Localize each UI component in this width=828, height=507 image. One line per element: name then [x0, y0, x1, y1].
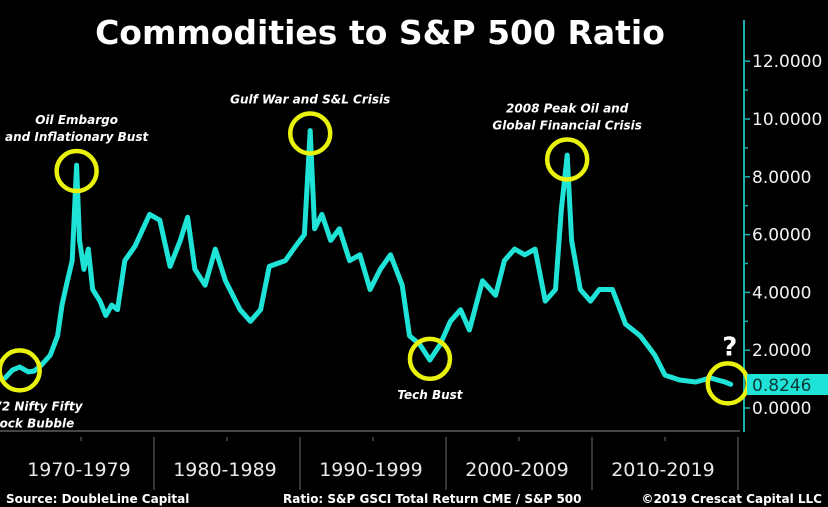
x-category-label: 2000-2009 [465, 459, 569, 481]
highlight-circle [287, 111, 333, 156]
annotation-label: 1972 Nifty Fifty [0, 399, 84, 413]
annotation-label: Stock Bubble [0, 416, 74, 430]
x-category-label: 1980-1989 [173, 459, 277, 481]
y-axis: 12.0000 10.0000 8.0000 6.0000 4.0000 2.0000 0.… [743, 20, 822, 432]
y-tick-label: 8.0000 [752, 168, 811, 188]
annotation-label: 2008 Peak Oil and [506, 101, 629, 115]
x-axis: 1970-1979 1980-1989 1990-1999 2000-2009 2010… [27, 437, 739, 490]
annotation: 2008 Peak Oil and Global Financial Crisis [492, 101, 642, 182]
highlight-circle [407, 336, 453, 382]
series-line [2, 128, 734, 387]
y-tick-label: 2.0000 [752, 341, 811, 361]
annotation-label: Oil Embargo [35, 113, 118, 127]
y-tick-label: 10.0000 [752, 110, 822, 130]
last-value-badge-bg [747, 374, 828, 395]
annotations: Oil Embargo and Inflationary Bust Gulf War… [0, 92, 751, 430]
highlight-circle [544, 137, 590, 182]
annotation: Oil Embargo and Inflationary Bust [5, 113, 149, 194]
ratio-line [2, 128, 734, 387]
annotation: Gulf War and S&L Crisis [230, 92, 390, 156]
y-tick-label: 6.0000 [752, 226, 811, 246]
x-category-label: 2010-2019 [611, 459, 715, 481]
last-value-label: 0.8246 [752, 376, 811, 396]
ratio-note: Ratio: S&P GSCI Total Return CME / S&P 5… [283, 492, 582, 506]
annotation-label: Global Financial Crisis [492, 118, 642, 132]
annotation: ? [705, 332, 751, 406]
x-category-label: 1990-1999 [319, 459, 423, 481]
question-mark-label: ? [722, 332, 737, 362]
copyright-note: ©2019 Crescat Capital LLC [641, 492, 822, 506]
annotation-label: and Inflationary Bust [5, 130, 149, 144]
annotation: Tech Bust [397, 336, 464, 402]
annotation-label: Tech Bust [397, 388, 463, 402]
annotation: 1972 Nifty Fifty Stock Bubble [0, 348, 84, 430]
y-tick-label: 12.0000 [752, 52, 822, 72]
highlight-circle [54, 148, 99, 194]
last-value-badge: 0.8246 [747, 374, 828, 396]
y-tick-label: 0.0000 [752, 399, 811, 419]
y-tick-label: 4.0000 [752, 283, 811, 303]
chart-title: Commodities to S&P 500 Ratio [95, 13, 665, 52]
highlight-circle [0, 348, 42, 393]
x-category-label: 1970-1979 [27, 459, 131, 481]
source-note: Source: DoubleLine Capital [6, 492, 189, 506]
annotation-label: Gulf War and S&L Crisis [230, 92, 390, 106]
